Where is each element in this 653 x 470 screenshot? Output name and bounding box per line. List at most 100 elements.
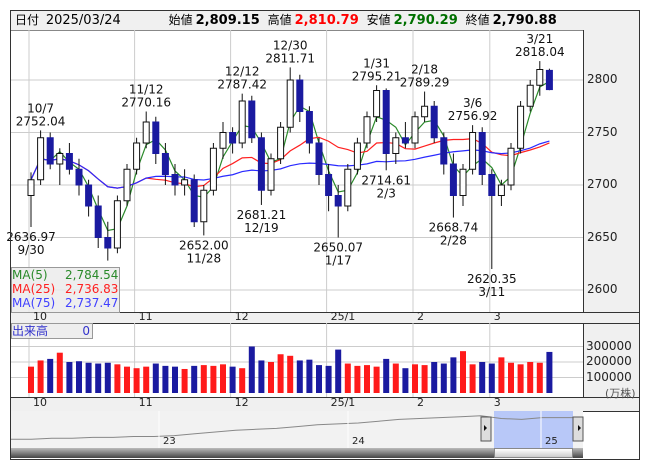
volume-bar [56, 352, 63, 393]
annotation-date: 2/18 [411, 63, 438, 77]
annotation-value: 2787.42 [217, 78, 267, 92]
volume-bar [536, 362, 543, 393]
annotation-date: 11/12 [129, 83, 164, 97]
volume-bar [229, 366, 236, 393]
month-label: 11 [138, 310, 153, 323]
month-label: 12 [234, 396, 249, 409]
annotation-date: 12/12 [225, 65, 260, 79]
candle-down [257, 137, 265, 191]
arrow-left-icon [484, 425, 487, 431]
candle-up [526, 84, 534, 107]
volume-bar [508, 362, 514, 393]
volume-bar [527, 362, 534, 393]
candle-down [382, 90, 390, 154]
volume-bar [28, 366, 34, 393]
candle-down [334, 195, 342, 207]
volume-bar [47, 358, 54, 393]
legend-name: MA(5) [12, 268, 48, 282]
volume-bar [143, 366, 150, 393]
volume-bar [85, 362, 92, 393]
candle-up [353, 142, 361, 170]
annotation-date: 1/17 [325, 254, 352, 268]
candle-up [209, 147, 217, 191]
candle-up [373, 90, 381, 118]
volume-bar [383, 358, 390, 393]
candle-up [133, 142, 141, 170]
annotation-value: 2795.21 [352, 69, 402, 83]
close-label: 終値 [465, 13, 490, 27]
annotation-value: 2770.16 [121, 96, 171, 110]
annotation-value: 2789.29 [400, 76, 450, 90]
candle-up [200, 189, 208, 223]
volume-tick-label: 300000 [586, 338, 632, 353]
volume-bar [268, 362, 274, 393]
candle-down [229, 132, 237, 144]
volume-bar [296, 360, 303, 393]
volume-bar [344, 363, 351, 393]
volume-bar [181, 368, 188, 393]
open-value: 2,809.15 [195, 13, 260, 28]
price-tick-label: 2600 [587, 282, 618, 296]
volume-bar [306, 359, 313, 393]
scrollbar-thumb[interactable] [494, 448, 573, 458]
candle-down [94, 205, 102, 238]
volume-bar [440, 363, 447, 393]
high-value: 2,810.79 [294, 13, 359, 28]
volume-bar [114, 364, 121, 393]
month-label: 10 [33, 396, 47, 409]
volume-bar [546, 351, 553, 393]
volume-bar [431, 362, 438, 393]
candle-down [161, 153, 169, 175]
close-value: 2,790.88 [492, 13, 557, 28]
candle-down [430, 105, 438, 139]
volume-bar [152, 363, 159, 393]
open-label: 始値 [168, 13, 193, 27]
legend-ma75: MA(75) 2,737.47 [12, 296, 119, 310]
annotation-value: 2650.07 [313, 241, 363, 255]
volume-bar [172, 366, 178, 393]
annotation-date: 3/21 [526, 32, 553, 46]
candle-up [392, 137, 400, 154]
candle-up [142, 121, 150, 144]
scrollbar[interactable] [11, 448, 583, 458]
price-tick-label: 2700 [587, 177, 618, 191]
candle-down [401, 137, 409, 144]
chart-frame [10, 10, 640, 460]
candle-up [363, 116, 371, 144]
annotation-value: 2811.71 [265, 51, 315, 65]
high-label: 高値 [267, 13, 292, 27]
price-x-axis [11, 312, 639, 324]
month-label: 2 [417, 310, 424, 323]
annotation-value: 2620.35 [467, 272, 517, 286]
annotation-date: 3/11 [478, 285, 505, 299]
volume-bar [392, 363, 399, 393]
volume-bar [402, 368, 409, 393]
volume-bar [258, 360, 265, 393]
volume-bar [373, 366, 380, 393]
arrow-right-icon [578, 425, 581, 431]
candle-up [277, 126, 285, 160]
volume-bar [287, 355, 294, 393]
price-tick-label: 2650 [587, 229, 618, 244]
volume-bar [162, 365, 169, 393]
candle-up [344, 168, 352, 207]
volume-bar [354, 365, 361, 393]
volume-legend-label: 出来高 [12, 324, 49, 338]
candle-down [296, 79, 304, 112]
legend-ma5: MA(5) 2,784.54 [12, 268, 119, 282]
candle-down [85, 184, 93, 207]
low-value: 2,790.29 [393, 13, 458, 28]
annotation-value: 2681.21 [237, 208, 287, 222]
candle-down [104, 237, 112, 249]
candle-up [459, 168, 467, 196]
candle-down [440, 137, 448, 165]
candle-up [267, 158, 275, 191]
legend-value: 2,736.83 [65, 282, 119, 296]
annotation-value: 2752.04 [16, 114, 66, 128]
ma75-line [30, 140, 550, 189]
annotation-date: 2/3 [377, 186, 396, 200]
candle-down [65, 153, 73, 170]
candle-up [411, 116, 419, 144]
month-label: 3 [493, 396, 501, 409]
annotation-value: 2756.92 [448, 109, 498, 123]
